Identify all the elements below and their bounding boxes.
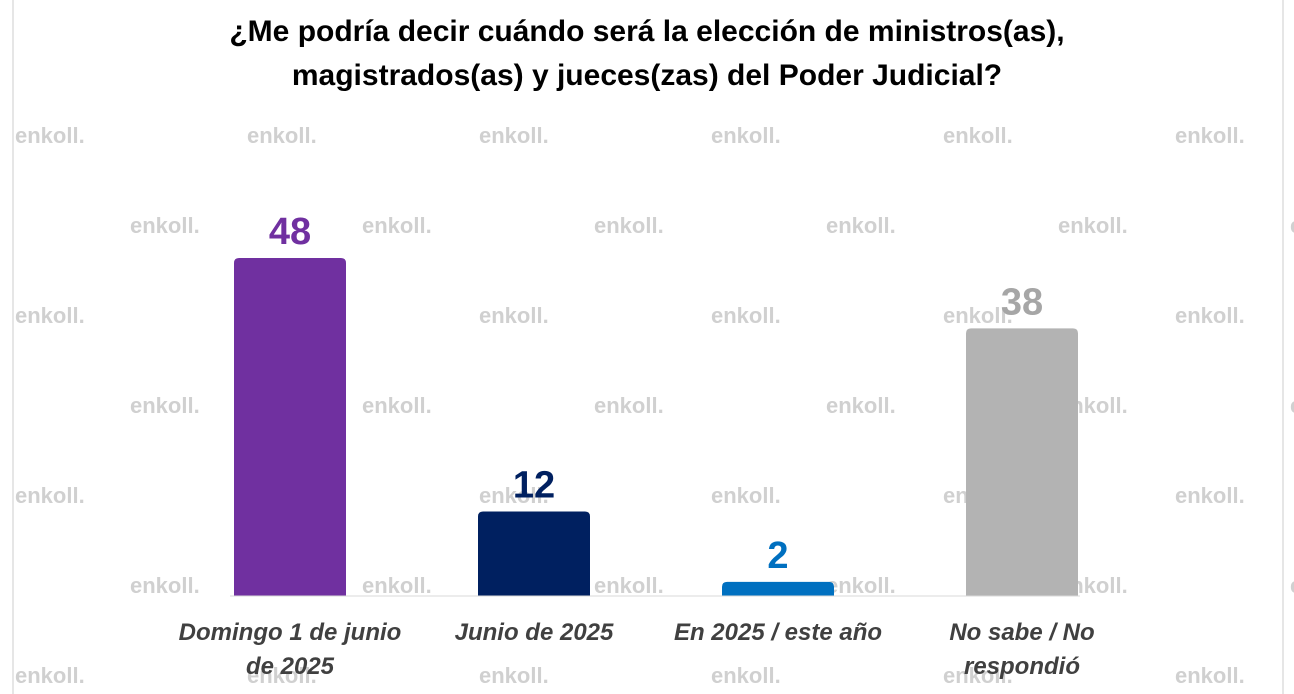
watermark: enkoll. [594, 213, 664, 238]
x-tick-label: Junio de 2025 [454, 619, 614, 646]
value-label: 12 [513, 465, 555, 507]
watermark: enkoll. [1290, 393, 1294, 418]
watermark: enkoll. [711, 663, 781, 688]
watermark: enkoll. [15, 483, 85, 508]
x-tick-label: Domingo 1 de junio de 2025 [178, 619, 402, 680]
watermark: enkoll. [479, 663, 549, 688]
watermark: enkoll. [362, 573, 432, 598]
bar [966, 328, 1078, 596]
value-label: 48 [269, 211, 311, 253]
watermark: enkoll. [15, 303, 85, 328]
x-tick-label: En 2025 / este año [673, 619, 883, 646]
x-tick-label: No sabe / No respondió [949, 619, 1095, 680]
watermark: enkoll. [711, 303, 781, 328]
watermark: enkoll. [711, 123, 781, 148]
watermark: enkoll. [711, 483, 781, 508]
watermark: enkoll. [130, 393, 200, 418]
watermark: enkoll. [130, 213, 200, 238]
watermark: enkoll. [362, 393, 432, 418]
watermark: enkoll. [247, 663, 317, 688]
frame [12, 0, 1284, 694]
value-label: 2 [767, 535, 788, 577]
watermark: enkoll. [1175, 123, 1245, 148]
watermark: enkoll. [826, 573, 896, 598]
bar [234, 258, 346, 596]
watermark: enkoll. [1175, 303, 1245, 328]
watermark: enkoll. [479, 483, 549, 508]
value-label: 38 [1001, 281, 1043, 323]
watermark: enkoll. [1290, 213, 1294, 238]
bar [722, 581, 834, 596]
watermark: enkoll. [479, 123, 549, 148]
watermark: enkoll. [1175, 483, 1245, 508]
watermark: enkoll. [943, 663, 1013, 688]
watermark: enkoll. [479, 303, 549, 328]
watermark: enkoll. [1290, 573, 1294, 598]
watermark: enkoll. [15, 123, 85, 148]
watermark: enkoll. [15, 663, 85, 688]
watermark: enkoll. [826, 213, 896, 238]
watermark: enkoll. [130, 573, 200, 598]
watermark: enkoll. [1058, 213, 1128, 238]
watermark: enkoll. [943, 123, 1013, 148]
watermark: enkoll. [943, 303, 1013, 328]
watermark: enkoll. [594, 573, 664, 598]
watermark: enkoll. [362, 213, 432, 238]
watermark: enkoll. [247, 123, 317, 148]
chart-title: ¿Me podría decir cuándo será la elección… [229, 15, 1065, 92]
bar [478, 511, 590, 596]
watermark: enkoll. [594, 393, 664, 418]
watermark: enkoll. [1175, 663, 1245, 688]
watermark: enkoll. [826, 393, 896, 418]
